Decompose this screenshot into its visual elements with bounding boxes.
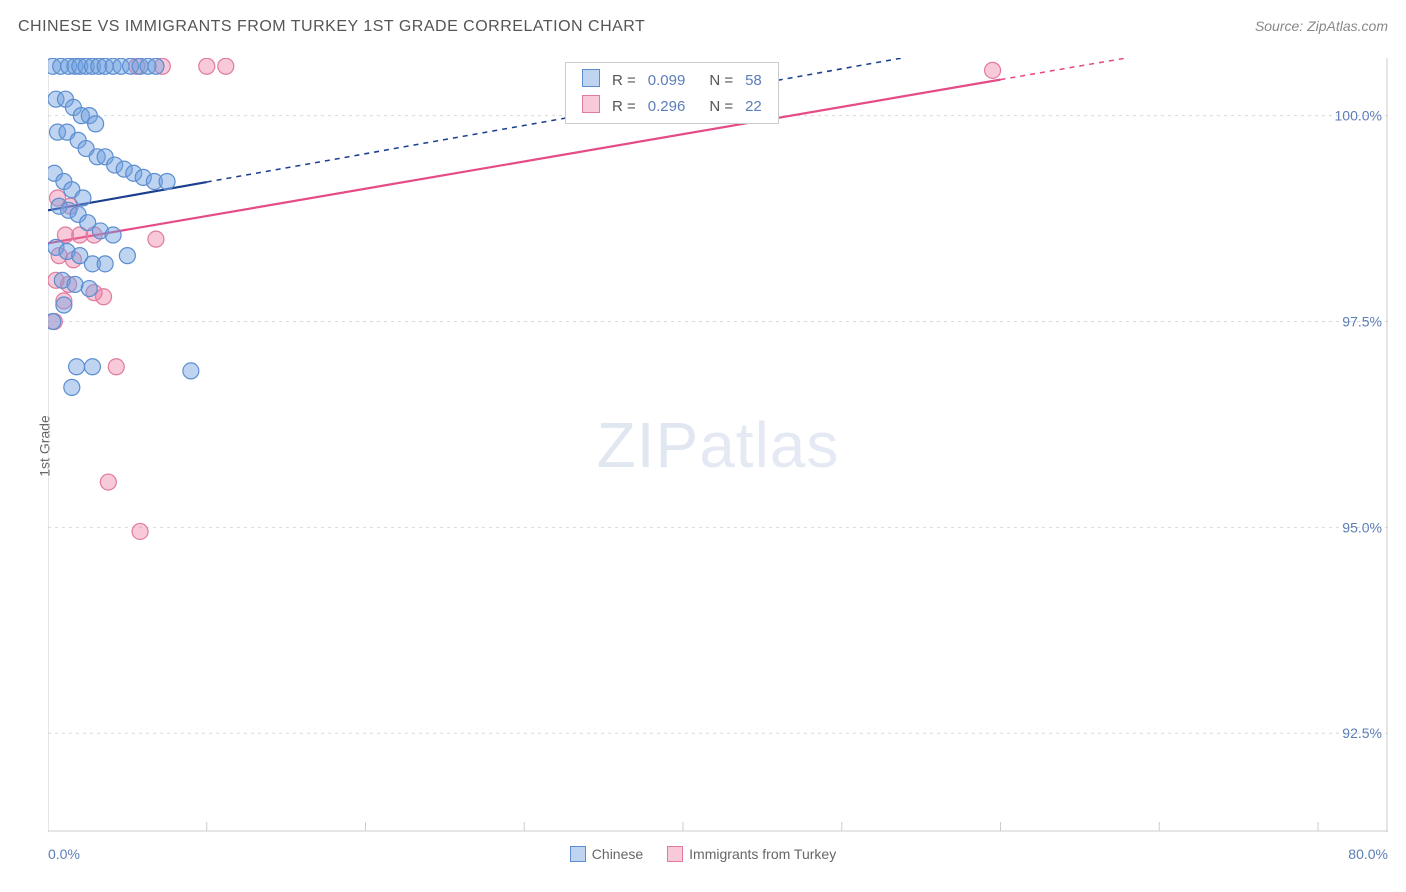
legend-item-blue: Chinese	[570, 846, 643, 862]
series-legend: Chinese Immigrants from Turkey	[0, 846, 1406, 862]
r-label: R =	[606, 67, 642, 93]
legend-label-pink: Immigrants from Turkey	[689, 846, 836, 862]
chart-title: CHINESE VS IMMIGRANTS FROM TURKEY 1ST GR…	[18, 18, 645, 36]
correlation-legend-table: R = 0.099 N = 58 R = 0.296 N = 22	[576, 67, 768, 119]
svg-text:100.0%: 100.0%	[1335, 108, 1382, 124]
svg-text:97.5%: 97.5%	[1342, 313, 1382, 329]
legend-label-blue: Chinese	[592, 846, 643, 862]
legend-swatch-blue	[582, 69, 600, 87]
n-value-pink: 22	[739, 93, 768, 119]
swatch-pink	[667, 846, 683, 862]
n-value-blue: 58	[739, 67, 768, 93]
r-label: R =	[606, 93, 642, 119]
legend-item-pink: Immigrants from Turkey	[667, 846, 836, 862]
svg-text:92.5%: 92.5%	[1342, 725, 1382, 741]
plot-area: 92.5%95.0%97.5%100.0% ZIPatlas	[48, 58, 1388, 832]
header: CHINESE VS IMMIGRANTS FROM TURKEY 1ST GR…	[18, 18, 1388, 36]
n-label: N =	[703, 93, 739, 119]
correlation-row-pink: R = 0.296 N = 22	[576, 93, 768, 119]
correlation-row-blue: R = 0.099 N = 58	[576, 67, 768, 93]
r-value-blue: 0.099	[642, 67, 692, 93]
r-value-pink: 0.296	[642, 93, 692, 119]
n-label: N =	[703, 67, 739, 93]
legend-swatch-pink	[582, 95, 600, 113]
svg-text:95.0%: 95.0%	[1342, 519, 1382, 535]
swatch-blue	[570, 846, 586, 862]
scatter-chart-svg: 92.5% 95.0% 97.5% 100.0%	[48, 58, 1388, 832]
correlation-legend: R = 0.099 N = 58 R = 0.296 N = 22	[565, 62, 779, 124]
source-attribution: Source: ZipAtlas.com	[1255, 18, 1388, 34]
